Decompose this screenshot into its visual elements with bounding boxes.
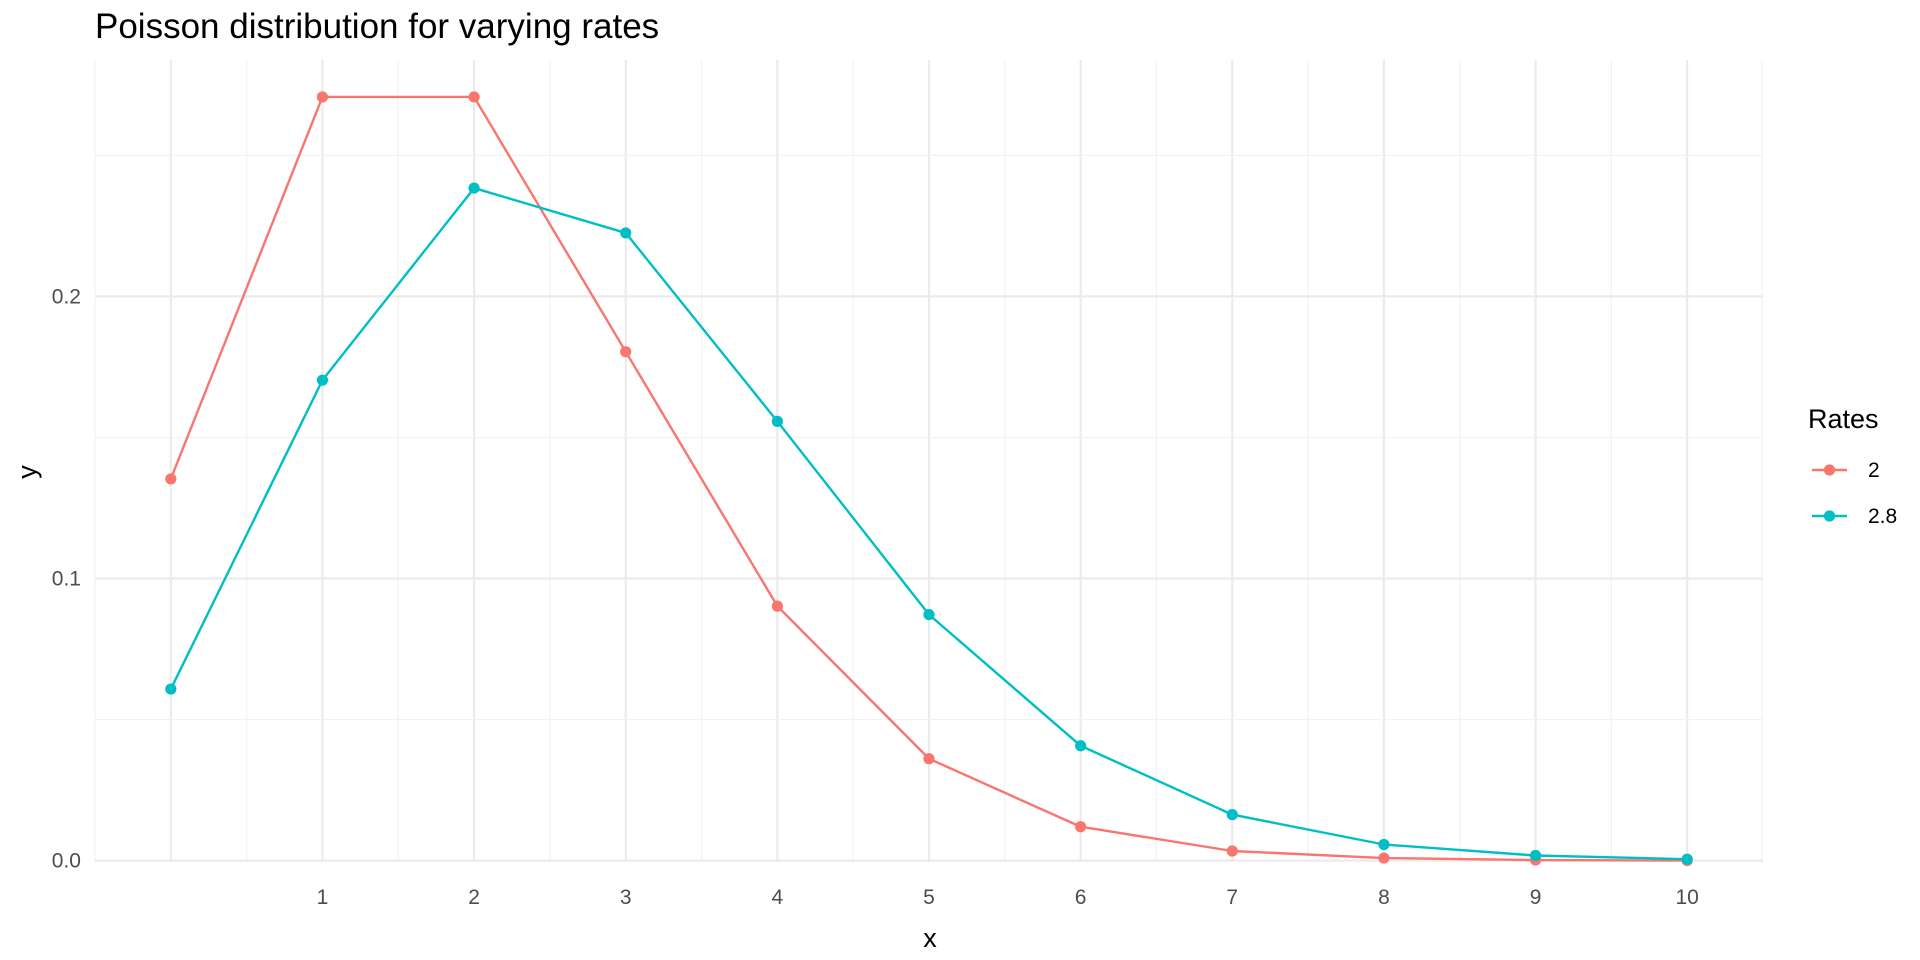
legend-label: 2 [1868,459,1880,482]
legend-item: 2.8 [1812,505,1897,528]
x-tick-label: 4 [772,886,784,909]
x-tick-label: 2 [468,886,480,909]
x-tick-label: 7 [1226,886,1238,909]
data-point [771,415,783,427]
data-point [316,374,329,386]
tick-labels: 0.0 0.1 0.2 1 2 3 4 5 6 7 8 9 10 [52,285,1699,909]
x-tick-label: 10 [1676,886,1699,909]
y-axis-title: y [12,465,42,479]
data-point [1226,809,1238,821]
data-point [316,91,329,103]
data-point [1529,849,1542,862]
x-tick-label: 8 [1378,886,1390,909]
series-2.8 [165,182,1693,865]
x-tick-label: 9 [1530,886,1542,909]
legend-title: Rates [1808,404,1879,434]
legend: Rates 22.8 [1808,404,1897,528]
legend-label: 2.8 [1868,505,1897,528]
legend-key-point [1823,464,1836,476]
legend-key-point [1823,510,1836,522]
data-point [620,227,632,239]
y-tick-label: 0.0 [52,850,81,873]
data-point [1075,821,1087,833]
grid-lines [94,60,1763,862]
x-tick-label: 6 [1075,886,1087,909]
data-point [468,182,480,194]
data-point [923,753,935,765]
x-tick-label: 3 [620,886,632,909]
x-tick-label: 1 [317,886,329,909]
y-tick-label: 0.1 [52,567,81,590]
data-point [1378,852,1390,864]
chart-title: Poisson distribution for varying rates [95,7,659,46]
data-point [165,683,177,695]
legend-item: 2 [1812,459,1880,482]
x-axis-title: x [923,923,937,953]
data-point [771,600,783,612]
data-point [165,473,177,485]
legend-items: 22.8 [1812,459,1897,528]
data-point [1075,740,1087,752]
data-point [1226,845,1238,857]
data-point [1378,838,1390,851]
data-point [1681,853,1693,865]
x-tick-label: 5 [923,886,935,909]
data-point [620,346,632,358]
series-layer [165,91,1693,867]
y-tick-label: 0.2 [52,285,81,308]
data-point [923,609,935,621]
data-point [468,91,480,103]
